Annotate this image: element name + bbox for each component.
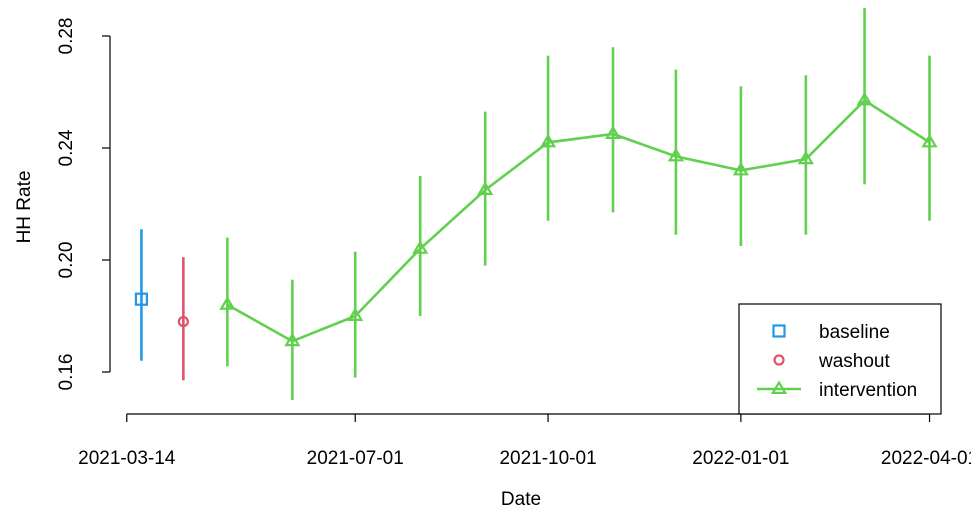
series-line [226, 98, 931, 343]
x-tick-label: 2021-03-14 [78, 448, 176, 469]
data-point [667, 147, 685, 162]
data-point [539, 133, 557, 148]
data-point [921, 133, 938, 148]
data-point [219, 296, 236, 310]
data-point [732, 161, 749, 176]
data-point [412, 240, 429, 254]
series-washout [177, 257, 189, 381]
x-tick-label: 2021-10-01 [499, 448, 596, 469]
legend-marker [773, 354, 785, 366]
data-point [284, 332, 301, 347]
legend-label: washout [818, 351, 890, 372]
x-axis-ticks: 2021-03-14 2021-07-01 2021-10-01 2022-01-01… [78, 414, 971, 469]
series-baseline [134, 229, 149, 361]
series-intervention [219, 8, 938, 400]
x-tick-label: 2022-01-01 [692, 448, 789, 469]
data-point [797, 150, 814, 165]
legend-marker [770, 380, 788, 394]
legend: baseline washout intervention [738, 303, 942, 415]
y-tick-label: 0.16 [56, 354, 77, 391]
x-tick-label: 2022-04-01 [881, 448, 971, 469]
data-point [347, 307, 364, 321]
legend-label: baseline [819, 322, 890, 343]
legend-marker [772, 324, 786, 338]
x-tick-label: 2021-07-01 [307, 448, 404, 469]
y-tick-label: 0.20 [56, 242, 77, 279]
legend-box [738, 303, 942, 415]
data-point [134, 292, 149, 306]
data-point [604, 125, 622, 139]
y-tick-label: 0.28 [56, 18, 77, 55]
y-axis-ticks: 0.16 0.20 0.24 0.28 [56, 18, 110, 391]
y-axis-title: HH Rate [14, 171, 35, 244]
y-tick-label: 0.24 [56, 129, 77, 166]
data-point [477, 181, 494, 195]
data-point [177, 316, 189, 328]
x-axis-title: Date [501, 489, 541, 510]
series-layer [134, 8, 938, 400]
data-point [856, 91, 873, 106]
legend-label: intervention [819, 380, 917, 401]
